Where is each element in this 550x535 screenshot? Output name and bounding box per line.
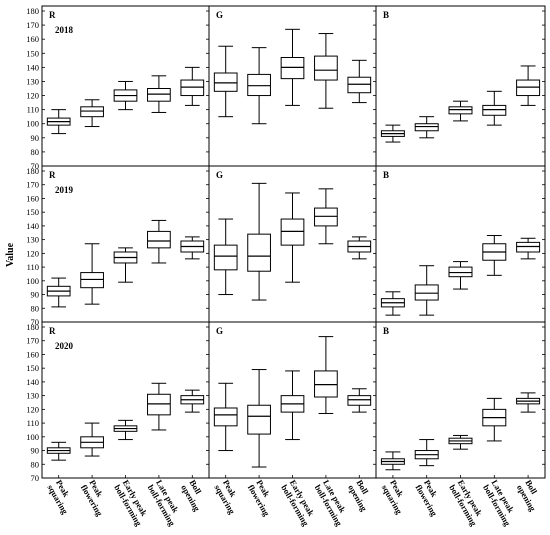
y-tick-label: 90	[31, 446, 40, 456]
box-iqr	[347, 395, 372, 406]
x-category-label: Late peakboll-forming	[481, 478, 521, 528]
panel-channel-label: B	[383, 326, 389, 336]
panel-year-label: 2020	[55, 341, 74, 351]
panel-year-label: 2019	[55, 185, 74, 195]
y-tick-label: 110	[27, 418, 39, 428]
y-tick-label: 70	[31, 317, 40, 327]
y-tick-label: 110	[27, 262, 39, 272]
y-tick-label: 80	[31, 303, 40, 313]
y-tick-label: 150	[26, 207, 39, 217]
y-tick-label: 160	[26, 193, 39, 203]
plot-area: 70 80 90 100 110 120 130 140 150 160 170 180 R 2018 G B…	[26, 5, 547, 528]
box-iqr	[247, 404, 271, 435]
y-tick-label: 180	[26, 6, 39, 16]
box-iqr	[147, 393, 171, 416]
panel-channel-label: R	[49, 170, 56, 180]
box-iqr	[347, 76, 372, 94]
y-tick-label: 80	[31, 147, 40, 157]
y-tick-label: 130	[26, 235, 39, 245]
y-tick-label: 180	[26, 322, 39, 332]
x-category-label: Peaksquaring	[46, 478, 80, 516]
x-category-label: Bollopening	[179, 478, 211, 513]
y-tick-label: 170	[26, 180, 39, 190]
y-tick-label: 120	[26, 91, 39, 101]
panel-channel-label: G	[216, 10, 223, 20]
box-iqr	[80, 106, 104, 118]
y-tick-label: 170	[26, 20, 39, 30]
panel-channel-label: R	[49, 10, 56, 20]
y-tick-label: 150	[26, 363, 39, 373]
x-category-label: Bollopening	[515, 478, 547, 513]
y-tick-label: 70	[31, 161, 40, 171]
y-tick-label: 160	[26, 349, 39, 359]
y-tick-label: 150	[26, 48, 39, 58]
y-tick-label: 160	[26, 34, 39, 44]
y-tick-label: 140	[26, 377, 39, 387]
y-tick-label: 170	[26, 336, 39, 346]
box-iqr	[247, 233, 271, 272]
y-tick-label: 140	[26, 221, 39, 231]
box-iqr	[280, 218, 305, 246]
box-iqr	[516, 241, 541, 253]
y-tick-label: 80	[31, 459, 40, 469]
box-iqr	[314, 207, 338, 227]
box-iqr	[213, 244, 238, 271]
y-tick-label: 110	[27, 105, 39, 115]
y-tick-label: 100	[26, 119, 39, 129]
x-category-label: Peakflowering	[246, 478, 281, 518]
x-category-label: Early peakboll-forming	[447, 478, 487, 528]
y-tick-label: 120	[26, 248, 39, 258]
box-iqr	[147, 230, 171, 249]
y-tick-label: 130	[26, 76, 39, 86]
y-tick-label: 90	[31, 133, 40, 143]
box-iqr	[280, 57, 305, 80]
x-category-label: Peaksquaring	[380, 478, 414, 516]
y-tick-label: 140	[26, 62, 39, 72]
panel-year-label: 2018	[55, 25, 74, 35]
x-category-label: Early peakboll-forming	[279, 478, 319, 528]
x-category-label: Late peakboll-forming	[313, 478, 353, 528]
box-iqr	[414, 284, 439, 301]
box-iqr	[314, 370, 338, 398]
y-tick-label: 100	[26, 276, 39, 286]
box-iqr	[482, 104, 507, 116]
y-tick-label: 100	[26, 432, 39, 442]
box-iqr	[448, 266, 473, 278]
panel-channel-label: B	[383, 170, 389, 180]
x-category-label: Early peakboll-forming	[112, 478, 152, 528]
x-category-label: Bollopening	[346, 478, 378, 513]
box-iqr	[414, 123, 439, 132]
panel-channel-label: G	[216, 170, 223, 180]
box-iqr	[314, 55, 338, 81]
y-tick-label: 130	[26, 391, 39, 401]
x-category-label: Peakflowering	[414, 478, 449, 518]
box-iqr	[448, 106, 473, 115]
x-category-label: Peaksquaring	[213, 478, 247, 516]
box-iqr	[213, 72, 238, 92]
figure-frame	[41, 5, 546, 479]
box-iqr	[247, 73, 271, 97]
y-tick-label: 70	[31, 473, 40, 483]
box-iqr	[213, 407, 238, 427]
box-iqr	[516, 79, 541, 97]
y-axis-label: Value	[5, 242, 16, 267]
box-iqr	[180, 79, 205, 97]
panel-channel-label: R	[49, 326, 56, 336]
x-category-label: Late peakboll-forming	[146, 478, 186, 528]
panel-channel-label: B	[383, 10, 389, 20]
y-tick-label: 180	[26, 166, 39, 176]
x-category-label: Peakflowering	[79, 478, 114, 518]
box-iqr	[147, 88, 171, 102]
y-tick-label: 120	[26, 404, 39, 414]
box-iqr	[80, 272, 104, 289]
panel-channel-label: G	[216, 326, 223, 336]
y-tick-label: 90	[31, 290, 40, 300]
